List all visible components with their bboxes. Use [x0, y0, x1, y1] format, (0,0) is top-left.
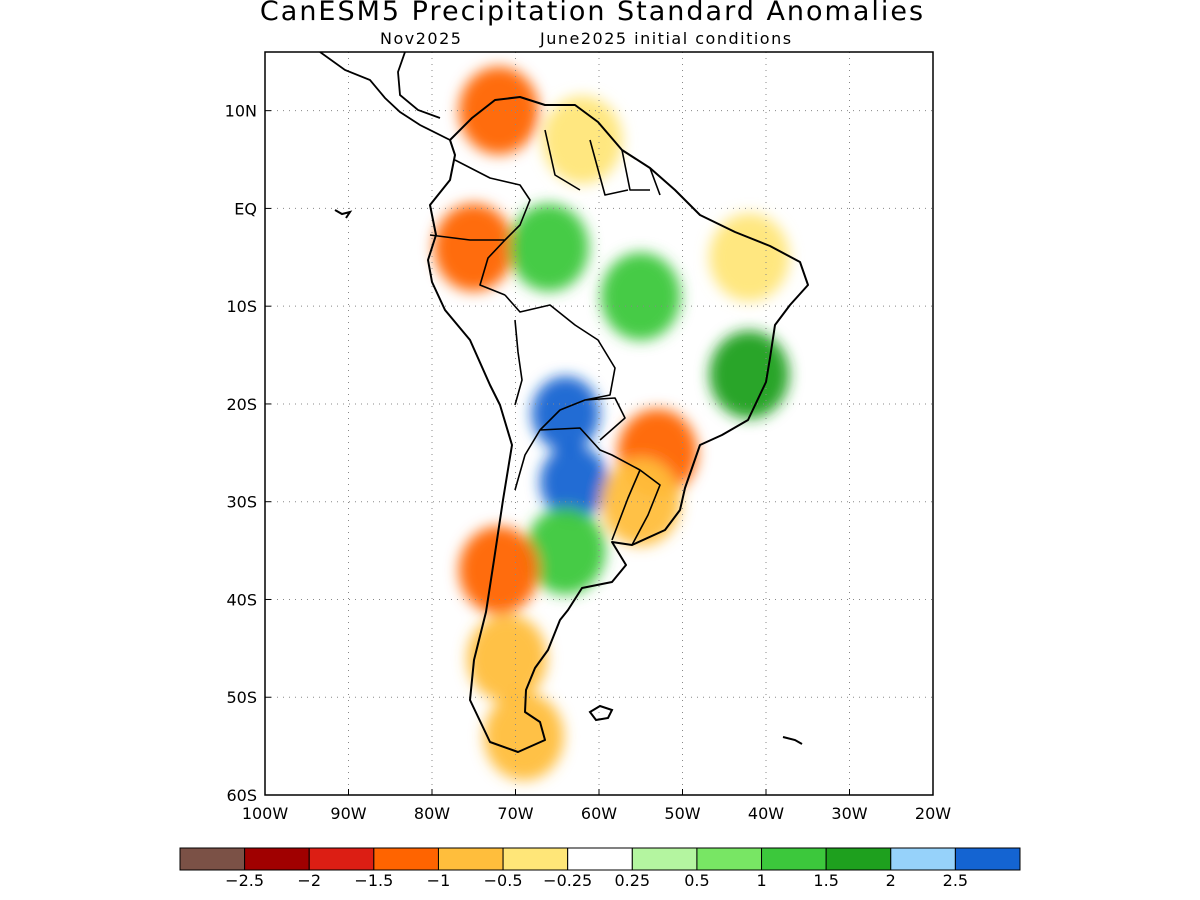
lat-tick-label: 20S: [226, 395, 257, 414]
legend-label: −1: [427, 871, 451, 890]
country-borders: [429, 129, 661, 546]
anomaly-region: [709, 213, 790, 302]
legend-label: −2: [297, 871, 321, 890]
latitude-axis: 10N EQ 10S 20S 30S 40S 50S 60S: [225, 102, 271, 805]
lat-tick-label: 40S: [226, 590, 257, 609]
lat-tick-label: EQ: [234, 199, 257, 218]
anomaly-shading: [433, 66, 790, 781]
south-america-coastline: [427, 96, 809, 753]
anomaly-region: [542, 95, 623, 184]
anomaly-region: [458, 66, 539, 155]
color-legend: −2.5 −2 −1.5 −1 −0.5 −0.25 0.25 0.5 1 1.5 2 2.5: [179, 847, 1021, 890]
map-title: CanESM5 Precipitation Standard Anomalies: [259, 0, 926, 27]
anomaly-region: [483, 692, 564, 781]
longitude-axis: 100W 90W 80W 70W 60W 50W 40W 30W 20W: [242, 789, 951, 823]
anomaly-region: [467, 614, 548, 703]
lon-tick-label: 60W: [581, 804, 617, 823]
lon-tick-label: 30W: [831, 804, 867, 823]
legend-swatch: [179, 847, 246, 871]
lat-tick-label: 60S: [226, 786, 257, 805]
anomaly-region: [539, 444, 608, 520]
legend-label: 1: [756, 871, 766, 890]
legend-swatch: [502, 847, 569, 871]
lon-tick-label: 90W: [330, 804, 366, 823]
legend-swatch: [244, 847, 310, 871]
legend-label: 1.5: [813, 871, 838, 890]
lon-tick-label: 50W: [664, 804, 700, 823]
anomaly-region: [433, 203, 514, 292]
anomaly-region: [525, 506, 606, 595]
legend-label: −1.5: [354, 871, 393, 890]
legend-label: −2.5: [225, 871, 264, 890]
anomaly-region: [508, 203, 589, 292]
legend-label: 0.5: [684, 871, 709, 890]
falkland-islands: [588, 704, 614, 722]
anomaly-region: [600, 457, 681, 546]
lat-tick-label: 30S: [226, 493, 257, 512]
valid-month-label: Nov2025: [380, 29, 463, 48]
lon-tick-label: 20W: [915, 804, 951, 823]
lon-tick-label: 40W: [748, 804, 784, 823]
legend-label: −0.5: [484, 871, 523, 890]
legend-label: 2: [886, 871, 896, 890]
anomaly-region: [709, 330, 790, 419]
lat-tick-label: 10S: [226, 297, 257, 316]
galapagos-islands: [334, 209, 353, 219]
legend-swatch: [631, 847, 698, 871]
legend-swatch: [954, 847, 1021, 871]
lat-tick-label: 50S: [226, 688, 257, 707]
central-america-coast: [319, 52, 451, 141]
legend-label: −0.25: [543, 871, 592, 890]
legend-swatch: [567, 847, 633, 871]
legend-swatch: [373, 847, 439, 871]
south-georgia-island: [782, 736, 803, 745]
legend-swatch: [890, 847, 956, 871]
legend-swatch: [696, 847, 763, 871]
lat-tick-label: 10N: [225, 102, 257, 121]
legend-label: 0.25: [614, 871, 650, 890]
plot-area: [265, 52, 933, 795]
initial-conditions-label: June2025 initial conditions: [540, 29, 793, 48]
lon-tick-label: 100W: [242, 804, 289, 823]
lon-tick-label: 70W: [497, 804, 533, 823]
legend-swatch: [437, 847, 504, 871]
legend-swatch: [308, 847, 375, 871]
anomaly-region: [600, 252, 681, 341]
legend-label: 2.5: [943, 871, 968, 890]
legend-swatch: [825, 847, 892, 871]
lon-tick-label: 80W: [414, 804, 450, 823]
anomaly-region: [458, 526, 539, 615]
anomaly-region: [531, 376, 600, 452]
legend-swatch: [761, 847, 827, 871]
